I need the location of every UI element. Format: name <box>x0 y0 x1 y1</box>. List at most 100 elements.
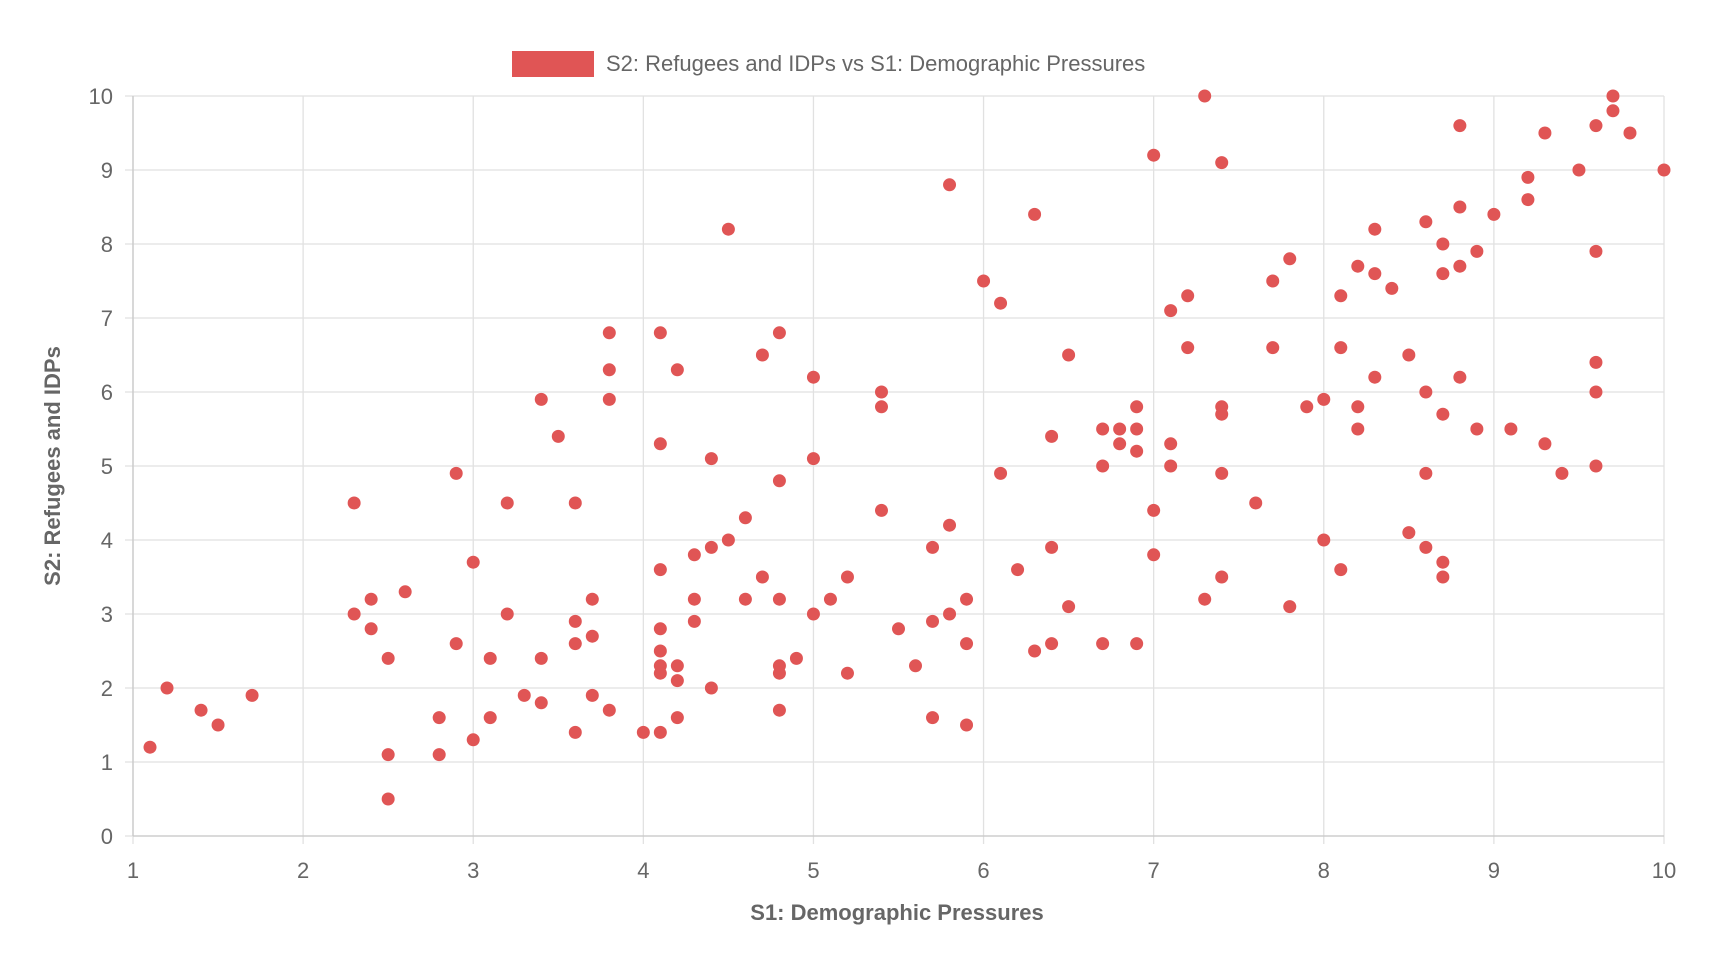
data-point[interactable] <box>755 570 769 584</box>
data-point[interactable] <box>381 748 395 762</box>
data-point[interactable] <box>160 681 174 695</box>
data-point[interactable] <box>1147 503 1161 517</box>
data-point[interactable] <box>1419 215 1433 229</box>
data-point[interactable] <box>1419 540 1433 554</box>
data-point[interactable] <box>1096 459 1110 473</box>
data-point[interactable] <box>1504 422 1518 436</box>
data-point[interactable] <box>1283 600 1297 614</box>
data-point[interactable] <box>1351 422 1365 436</box>
data-point[interactable] <box>1419 466 1433 480</box>
data-point[interactable] <box>1334 341 1348 355</box>
data-point[interactable] <box>1215 570 1229 584</box>
data-point[interactable] <box>1011 563 1025 577</box>
data-point[interactable] <box>1266 341 1280 355</box>
data-point[interactable] <box>1045 540 1059 554</box>
data-point[interactable] <box>1368 222 1382 236</box>
data-point[interactable] <box>1215 156 1229 170</box>
data-point[interactable] <box>1045 637 1059 651</box>
data-point[interactable] <box>772 326 786 340</box>
data-point[interactable] <box>1368 370 1382 384</box>
data-point[interactable] <box>687 548 701 562</box>
data-point[interactable] <box>466 555 480 569</box>
data-point[interactable] <box>1487 207 1501 221</box>
data-point[interactable] <box>1334 289 1348 303</box>
data-point[interactable] <box>806 452 820 466</box>
data-point[interactable] <box>1436 237 1450 251</box>
data-point[interactable] <box>874 400 888 414</box>
data-point[interactable] <box>602 392 616 406</box>
data-point[interactable] <box>806 370 820 384</box>
data-point[interactable] <box>500 496 514 510</box>
data-point[interactable] <box>483 711 497 725</box>
data-point[interactable] <box>704 452 718 466</box>
data-point[interactable] <box>994 296 1008 310</box>
data-point[interactable] <box>1385 281 1399 295</box>
data-point[interactable] <box>670 363 684 377</box>
data-point[interactable] <box>534 696 548 710</box>
data-point[interactable] <box>1351 400 1365 414</box>
data-point[interactable] <box>909 659 923 673</box>
data-point[interactable] <box>806 607 820 621</box>
data-point[interactable] <box>1215 407 1229 421</box>
data-point[interactable] <box>772 592 786 606</box>
data-point[interactable] <box>977 274 991 288</box>
data-point[interactable] <box>1589 244 1603 258</box>
data-point[interactable] <box>1130 444 1144 458</box>
data-point[interactable] <box>143 740 157 754</box>
data-point[interactable] <box>1436 407 1450 421</box>
data-point[interactable] <box>670 674 684 688</box>
data-point[interactable] <box>1351 259 1365 273</box>
data-point[interactable] <box>653 437 667 451</box>
data-point[interactable] <box>1198 592 1212 606</box>
data-point[interactable] <box>551 429 565 443</box>
data-point[interactable] <box>653 563 667 577</box>
data-point[interactable] <box>1283 252 1297 266</box>
data-point[interactable] <box>687 614 701 628</box>
data-point[interactable] <box>1215 466 1229 480</box>
data-point[interactable] <box>534 392 548 406</box>
data-point[interactable] <box>1164 304 1178 318</box>
data-point[interactable] <box>1589 119 1603 133</box>
data-point[interactable] <box>1147 148 1161 162</box>
data-point[interactable] <box>568 725 582 739</box>
data-point[interactable] <box>1453 370 1467 384</box>
data-point[interactable] <box>500 607 514 621</box>
data-point[interactable] <box>1045 429 1059 443</box>
data-point[interactable] <box>721 222 735 236</box>
data-point[interactable] <box>568 637 582 651</box>
data-point[interactable] <box>1453 200 1467 214</box>
data-point[interactable] <box>245 688 259 702</box>
data-point[interactable] <box>1317 392 1331 406</box>
data-point[interactable] <box>194 703 208 717</box>
data-point[interactable] <box>1130 400 1144 414</box>
data-point[interactable] <box>1334 563 1348 577</box>
data-point[interactable] <box>517 688 531 702</box>
data-point[interactable] <box>670 711 684 725</box>
data-point[interactable] <box>926 614 940 628</box>
data-point[interactable] <box>840 570 854 584</box>
data-point[interactable] <box>381 651 395 665</box>
data-point[interactable] <box>211 718 225 732</box>
data-point[interactable] <box>1572 163 1586 177</box>
data-point[interactable] <box>1606 104 1620 118</box>
data-point[interactable] <box>874 385 888 399</box>
data-point[interactable] <box>1436 267 1450 281</box>
data-point[interactable] <box>943 178 957 192</box>
data-point[interactable] <box>602 703 616 717</box>
data-point[interactable] <box>704 681 718 695</box>
data-point[interactable] <box>704 540 718 554</box>
data-point[interactable] <box>653 725 667 739</box>
data-point[interactable] <box>432 748 446 762</box>
data-point[interactable] <box>960 592 974 606</box>
data-point[interactable] <box>943 518 957 532</box>
data-point[interactable] <box>1249 496 1263 510</box>
data-point[interactable] <box>738 592 752 606</box>
data-point[interactable] <box>1470 244 1484 258</box>
data-point[interactable] <box>1606 89 1620 103</box>
data-point[interactable] <box>1096 637 1110 651</box>
data-point[interactable] <box>874 503 888 517</box>
data-point[interactable] <box>738 511 752 525</box>
data-point[interactable] <box>1062 600 1076 614</box>
data-point[interactable] <box>1589 355 1603 369</box>
data-point[interactable] <box>1028 207 1042 221</box>
